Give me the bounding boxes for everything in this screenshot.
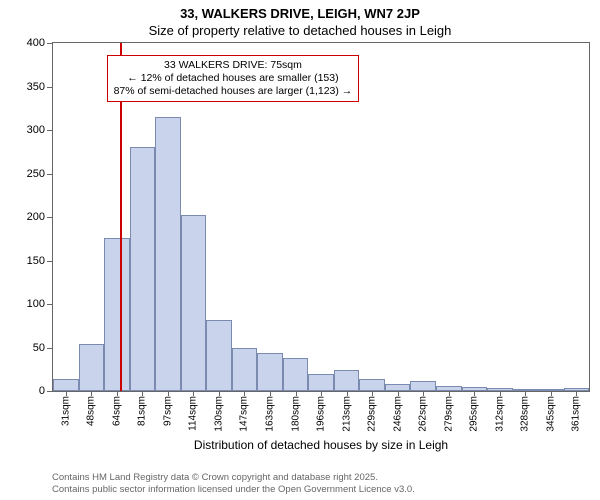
x-tick: 81sqm <box>130 391 156 435</box>
x-tick-label: 64sqm <box>111 396 122 426</box>
x-tick: 147sqm <box>232 391 258 435</box>
y-tick-label: 100 <box>27 298 45 310</box>
histogram-bar <box>257 353 283 391</box>
x-tick: 31sqm <box>53 391 79 435</box>
x-tick-label: 97sqm <box>162 396 173 426</box>
x-tick: 279sqm <box>436 391 462 435</box>
x-tick-label: 328sqm <box>520 396 531 432</box>
x-tick-label: 31sqm <box>60 396 71 426</box>
y-tick-label: 150 <box>27 255 45 267</box>
x-tick: 312sqm <box>487 391 513 435</box>
x-tick: 262sqm <box>410 391 436 435</box>
x-tick-label: 81sqm <box>137 396 148 426</box>
y-tick-label: 50 <box>33 342 45 354</box>
attribution: Contains HM Land Registry data © Crown c… <box>52 472 415 496</box>
x-axis-label: Distribution of detached houses by size … <box>52 438 590 452</box>
y-tick-label: 300 <box>27 124 45 136</box>
x-tick: 345sqm <box>538 391 564 435</box>
plot-area: 050100150200250300350400 33 WALKERS DRIV… <box>52 42 590 392</box>
x-tick: 114sqm <box>181 391 207 435</box>
x-tick: 130sqm <box>206 391 232 435</box>
x-tick: 180sqm <box>283 391 309 435</box>
x-tick-label: 229sqm <box>367 396 378 432</box>
title-sub: Size of property relative to detached ho… <box>0 21 600 42</box>
histogram-bar <box>385 384 411 391</box>
x-tick-label: 312sqm <box>494 396 505 432</box>
x-tick-label: 246sqm <box>392 396 403 432</box>
annotation-line-3: 87% of semi-detached houses are larger (… <box>114 85 353 98</box>
attribution-line-1: Contains HM Land Registry data © Crown c… <box>52 472 415 484</box>
x-tick-label: 180sqm <box>290 396 301 432</box>
x-tick-label: 196sqm <box>316 396 327 432</box>
y-tick-label: 400 <box>27 37 45 49</box>
x-tick-label: 213sqm <box>341 396 352 432</box>
histogram-bar <box>53 379 79 391</box>
attribution-line-2: Contains public sector information licen… <box>52 484 415 496</box>
annotation-line-1: 33 WALKERS DRIVE: 75sqm <box>114 59 353 72</box>
x-tick: 361sqm <box>564 391 590 435</box>
x-tick: 295sqm <box>462 391 488 435</box>
x-tick-label: 48sqm <box>86 396 97 426</box>
x-tick-label: 262sqm <box>418 396 429 432</box>
annotation-box: 33 WALKERS DRIVE: 75sqm ← 12% of detache… <box>107 55 360 102</box>
x-tick: 64sqm <box>104 391 130 435</box>
histogram-bar <box>206 320 232 391</box>
x-tick-label: 361sqm <box>571 396 582 432</box>
x-tick-label: 163sqm <box>265 396 276 432</box>
histogram-bar <box>79 344 105 391</box>
histogram-bar <box>283 358 309 391</box>
plot-wrap: Number of detached properties 0501001502… <box>52 42 590 392</box>
histogram-bar <box>155 117 181 391</box>
x-tick-label: 345sqm <box>545 396 556 432</box>
histogram-bar <box>232 348 258 392</box>
x-tick: 213sqm <box>334 391 360 435</box>
x-tick: 328sqm <box>513 391 539 435</box>
title-main: 33, WALKERS DRIVE, LEIGH, WN7 2JP <box>0 0 600 21</box>
y-tick-label: 200 <box>27 211 45 223</box>
histogram-bar <box>181 215 207 391</box>
y-tick-label: 0 <box>39 385 45 397</box>
x-tick-label: 114sqm <box>188 396 199 431</box>
x-ticks: 31sqm 48sqm 64sqm 81sqm 97sqm 114sqm 130sqm 147… <box>53 391 589 435</box>
x-tick: 246sqm <box>385 391 411 435</box>
histogram-bar <box>359 379 385 391</box>
x-tick: 163sqm <box>257 391 283 435</box>
y-tick-label: 250 <box>27 168 45 180</box>
x-tick-label: 295sqm <box>469 396 480 432</box>
x-tick: 196sqm <box>308 391 334 435</box>
histogram-bar <box>308 374 334 391</box>
x-tick: 97sqm <box>155 391 181 435</box>
annotation-line-2: ← 12% of detached houses are smaller (15… <box>114 72 353 85</box>
histogram-bar <box>130 147 156 391</box>
histogram-bar <box>104 238 130 391</box>
histogram-bar <box>410 381 436 391</box>
x-tick: 229sqm <box>359 391 385 435</box>
x-tick: 48sqm <box>79 391 105 435</box>
x-tick-label: 130sqm <box>213 396 224 432</box>
y-tick-label: 350 <box>27 81 45 93</box>
histogram-bar <box>334 370 360 391</box>
x-tick-label: 279sqm <box>443 396 454 432</box>
x-tick-label: 147sqm <box>239 396 250 432</box>
